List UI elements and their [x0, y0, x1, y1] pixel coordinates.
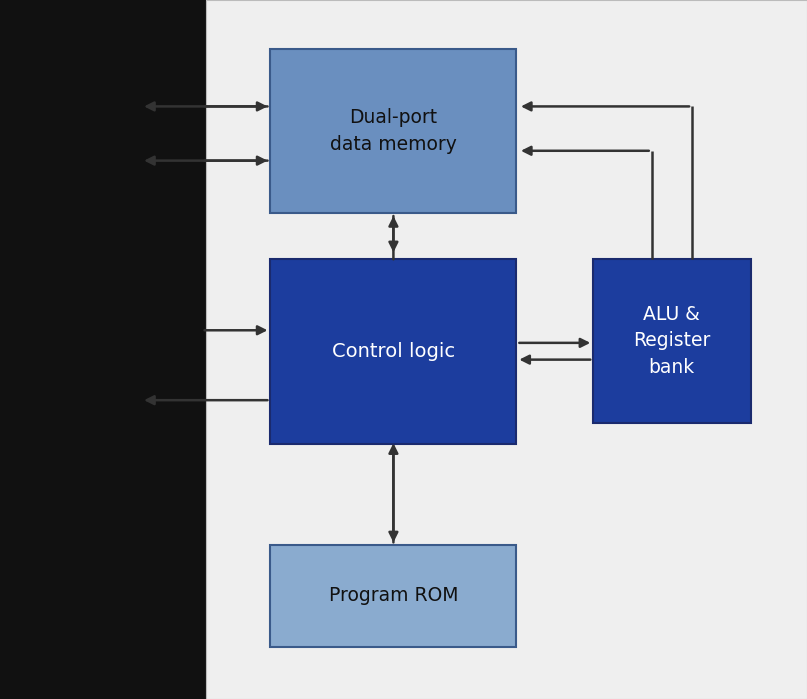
Bar: [270, 49, 516, 213]
Bar: [593, 259, 751, 423]
Text: ALU &
Register
bank: ALU & Register bank: [633, 305, 710, 377]
Bar: [270, 545, 516, 647]
Bar: [270, 259, 516, 444]
Text: Control logic: Control logic: [332, 342, 455, 361]
Text: Dual-port
data memory: Dual-port data memory: [330, 108, 457, 154]
Bar: [206, 0, 807, 699]
Bar: [0, 0, 206, 699]
Text: Program ROM: Program ROM: [328, 586, 458, 605]
